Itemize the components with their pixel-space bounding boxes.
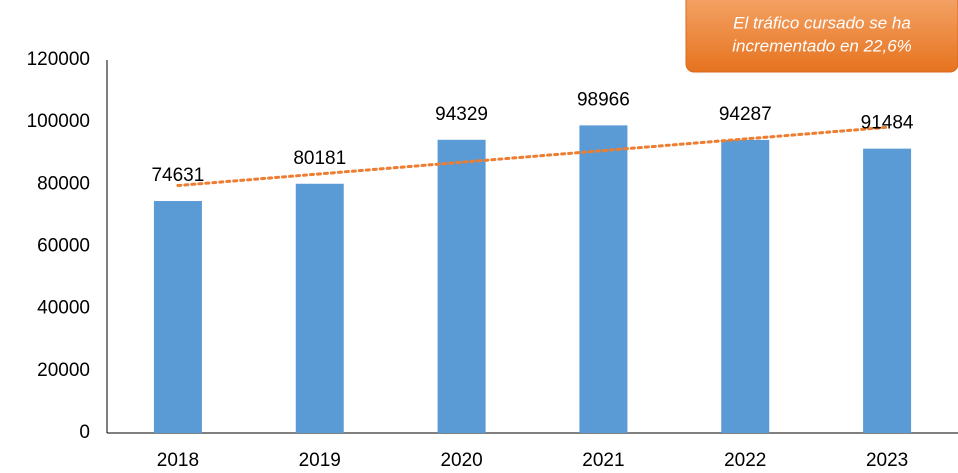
x-tick-label: 2023 (866, 450, 908, 471)
data-label: 91484 (861, 113, 914, 134)
y-tick-label: 120000 (27, 49, 90, 70)
y-tick-label: 60000 (37, 236, 90, 257)
y-tick-label: 80000 (37, 173, 90, 194)
bar (437, 139, 486, 434)
trendline (176, 125, 889, 188)
bar (579, 125, 628, 434)
x-tick-label: 2018 (157, 450, 199, 471)
y-tick-label: 20000 (37, 360, 90, 381)
data-label: 94287 (719, 104, 772, 125)
bar (721, 139, 770, 434)
data-label: 94329 (435, 104, 488, 125)
bar (863, 148, 912, 433)
bar (295, 183, 344, 433)
data-label: 98966 (577, 89, 630, 110)
annotation-box (685, 0, 958, 73)
y-tick-label: 0 (79, 422, 90, 443)
bar (153, 201, 202, 433)
y-tick-label: 100000 (27, 111, 90, 132)
x-tick-label: 2022 (724, 450, 766, 471)
annotation: El tráfico cursado se ha (733, 13, 911, 32)
y-tick-label: 40000 (37, 298, 90, 319)
data-label: 80181 (293, 148, 346, 169)
data-label: 74631 (151, 165, 204, 186)
x-tick-label: 2020 (440, 450, 482, 471)
x-tick-label: 2021 (582, 450, 624, 471)
annotation: incrementado en 22,6% (732, 36, 912, 55)
x-tick-label: 2019 (299, 450, 341, 471)
